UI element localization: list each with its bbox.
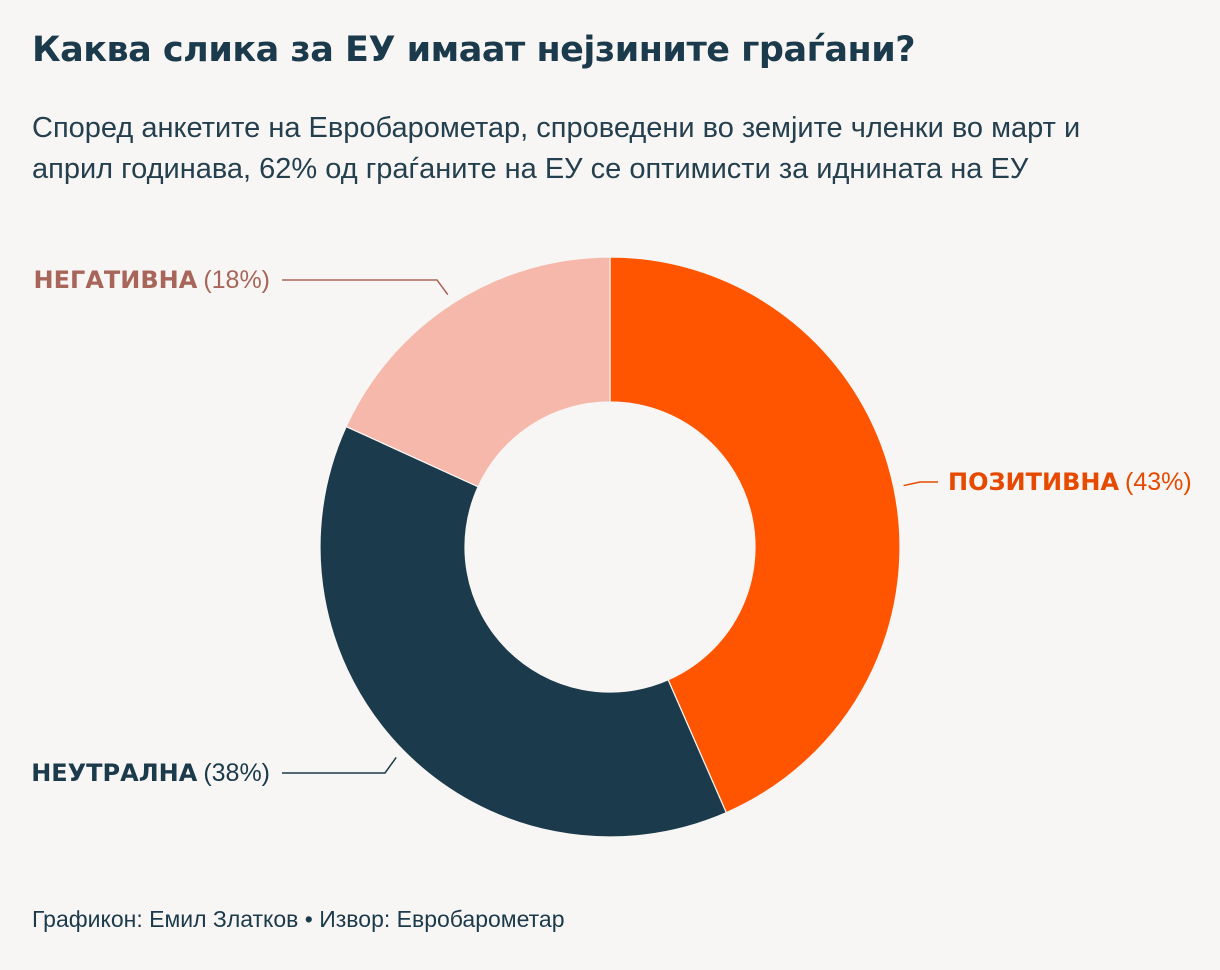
leader-line-negative bbox=[282, 279, 449, 296]
leader-line-neutral bbox=[282, 757, 397, 774]
donut-slices bbox=[319, 256, 901, 838]
label-neutral-name: НЕУТРАЛНА bbox=[31, 759, 198, 787]
label-neutral-value: (38%) bbox=[203, 759, 270, 787]
label-positive: ПОЗИТИВНА (43%) bbox=[948, 468, 1192, 496]
chart-title: Каква слика за ЕУ имаат нејзините граѓан… bbox=[32, 30, 916, 70]
label-negative: НЕГАТИВНА (18%) bbox=[34, 266, 270, 294]
label-neutral: НЕУТРАЛНА (38%) bbox=[31, 759, 270, 787]
label-positive-value: (43%) bbox=[1125, 468, 1192, 496]
slice-negative bbox=[345, 256, 611, 488]
footer-credit: Графикон: Емил Златков bbox=[32, 906, 299, 932]
label-negative-name: НЕГАТИВНА bbox=[34, 266, 198, 294]
leader-lines bbox=[282, 279, 938, 774]
chart-subtitle: Според анкетите на Евробарометар, спрове… bbox=[32, 112, 1081, 185]
label-negative-value: (18%) bbox=[203, 266, 270, 294]
leader-line-positive bbox=[903, 481, 938, 487]
label-positive-name: ПОЗИТИВНА bbox=[948, 468, 1119, 496]
footer-separator: • bbox=[304, 906, 313, 932]
slice-labels: ПОЗИТИВНА (43%) НЕУТРАЛНА (38%) НЕГАТИВНА (18… bbox=[31, 266, 1192, 787]
slice-neutral bbox=[319, 425, 728, 838]
footer: Графикон: Емил Златков • Извор: Евробаро… bbox=[32, 906, 565, 933]
footer-source: Извор: Евробарометар bbox=[319, 906, 565, 932]
slice-positive bbox=[609, 256, 901, 814]
